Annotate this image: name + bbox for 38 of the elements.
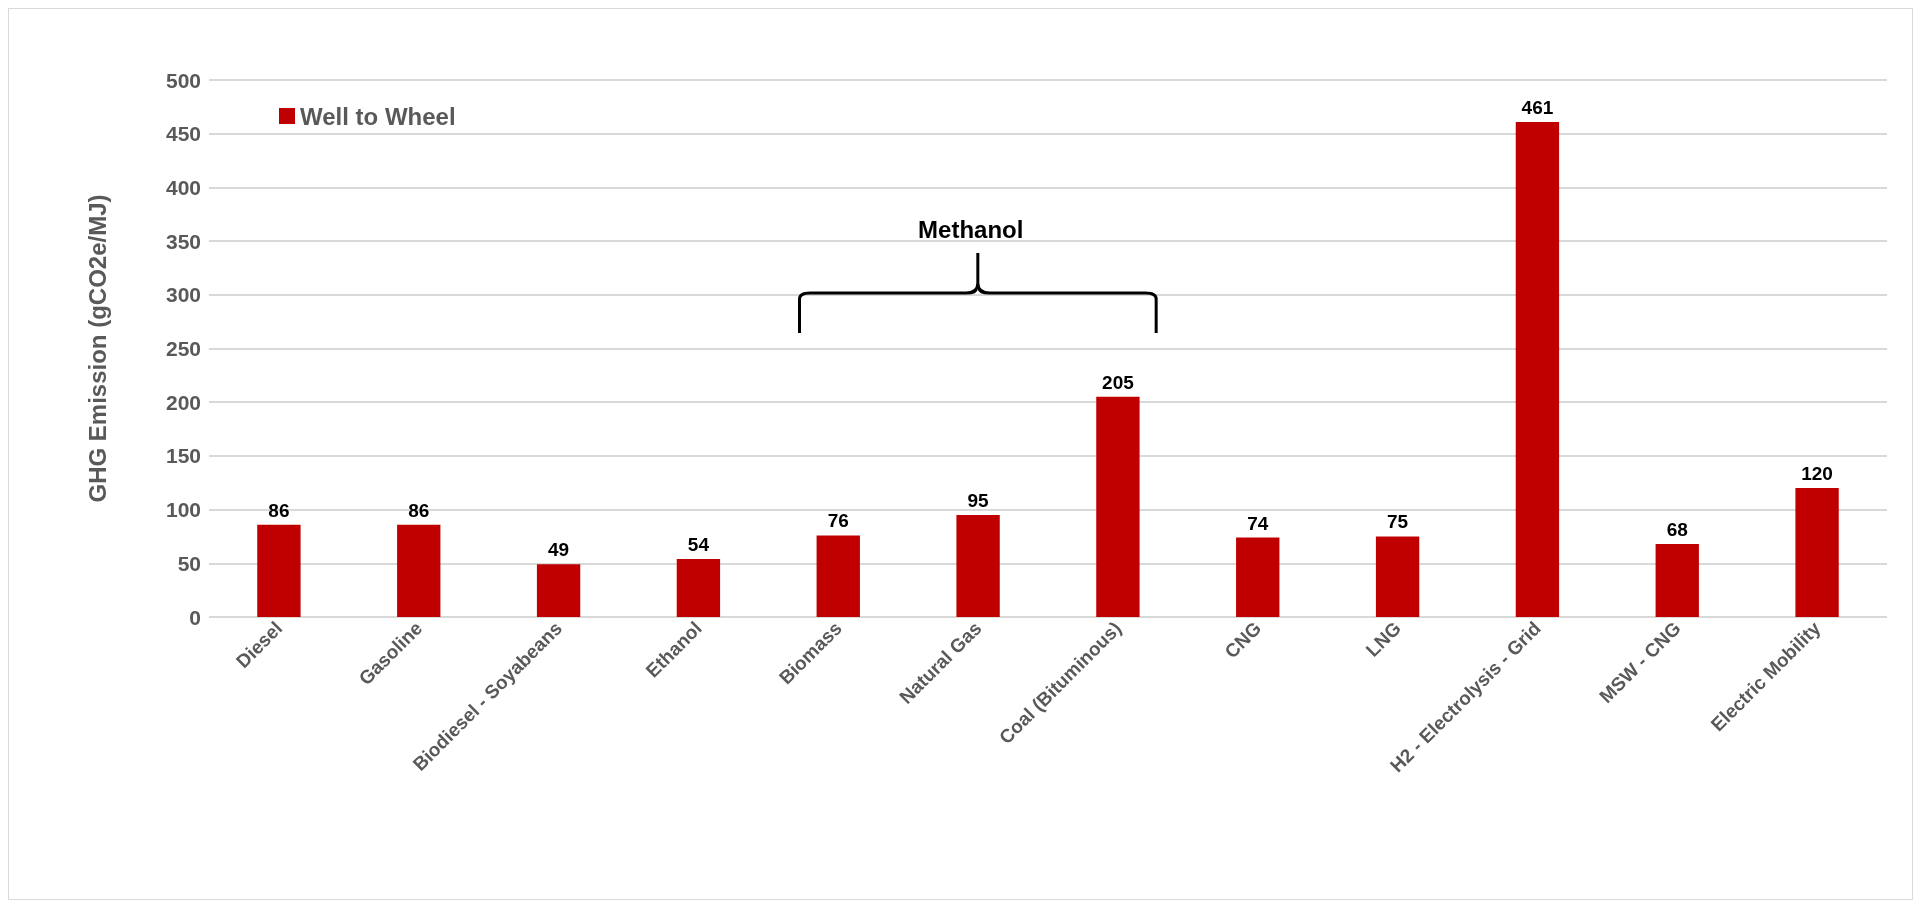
y-tick-label: 100 — [165, 498, 201, 522]
data-label: 74 — [1247, 512, 1269, 534]
bar — [1375, 536, 1420, 617]
legend-label: Well to Wheel — [300, 102, 456, 130]
y-tick-label: 350 — [165, 229, 201, 253]
bar — [257, 524, 301, 617]
y-tick-label: 0 — [189, 605, 201, 629]
bar — [397, 524, 441, 617]
bar — [956, 514, 1000, 617]
data-label: 54 — [687, 534, 710, 555]
bar — [536, 564, 581, 617]
data-label: 86 — [268, 499, 290, 521]
annotation: Methanol — [918, 215, 1024, 243]
data-label: 75 — [1387, 511, 1409, 533]
data-label: 461 — [1521, 96, 1554, 118]
bar — [1236, 537, 1280, 617]
data-label: 95 — [967, 489, 990, 511]
data-label: 120 — [1801, 463, 1833, 485]
data-label: 86 — [408, 499, 430, 521]
bar — [816, 535, 860, 617]
y-tick-label: 450 — [165, 122, 201, 146]
bar — [1515, 121, 1560, 617]
bar — [676, 559, 721, 617]
y-tick-label: 400 — [165, 175, 201, 199]
y-tick-label: 150 — [165, 444, 201, 468]
y-tick-label: 500 — [165, 68, 201, 92]
y-tick-label: 50 — [177, 551, 201, 575]
y-tick-label: 250 — [165, 337, 201, 360]
bar — [1096, 396, 1140, 617]
bar — [1655, 543, 1699, 617]
y-axis-title: GHG Emission (gCO2e/MJ) — [83, 194, 111, 503]
bar — [1795, 488, 1839, 617]
data-label: 76 — [827, 510, 849, 532]
data-label: 205 — [1102, 371, 1135, 393]
y-tick-label: 300 — [165, 283, 201, 307]
data-label: 68 — [1666, 518, 1688, 540]
data-label: 49 — [548, 539, 570, 561]
y-tick-label: 200 — [165, 390, 201, 414]
